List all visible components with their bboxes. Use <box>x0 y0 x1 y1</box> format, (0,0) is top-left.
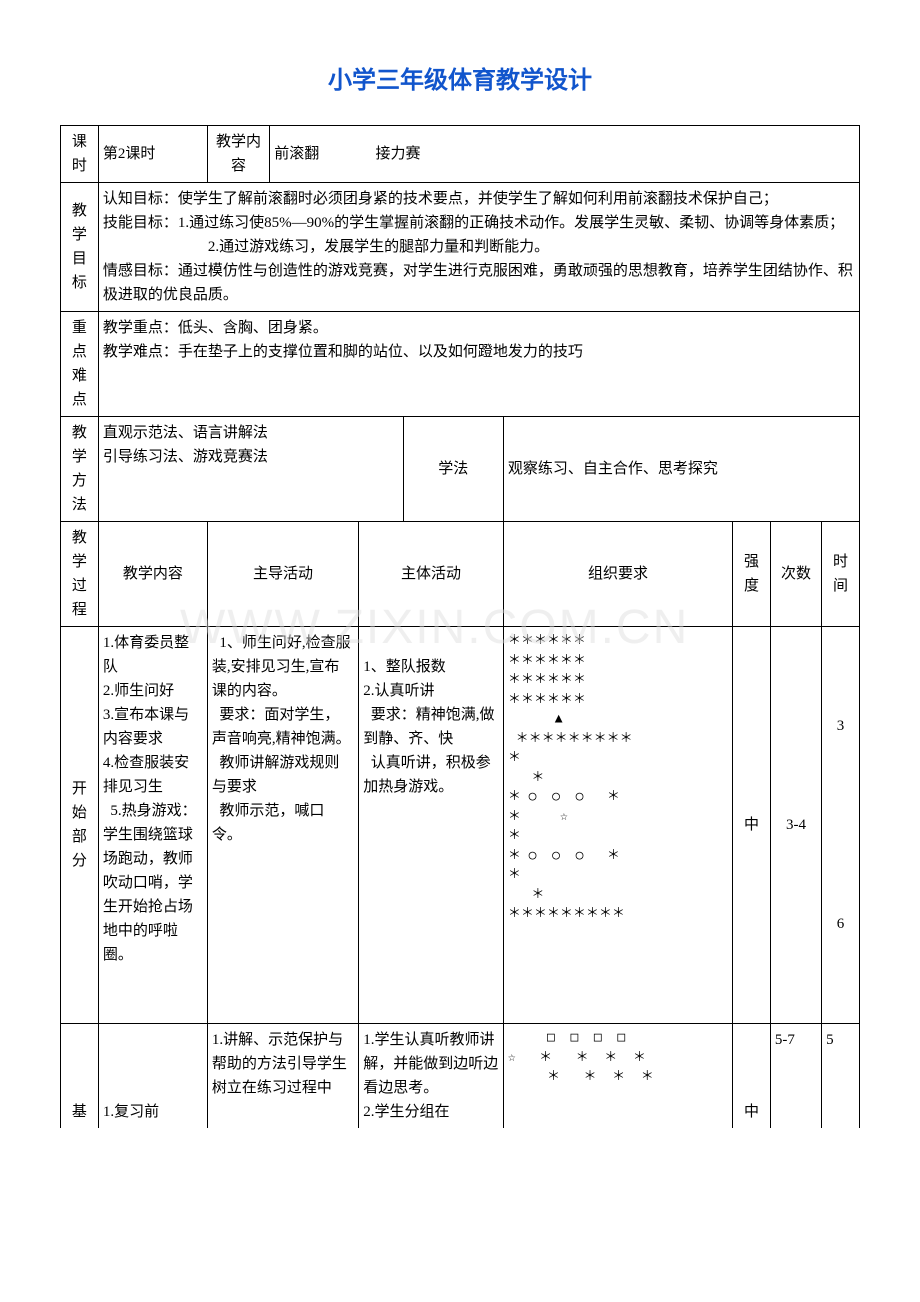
page-title: 小学三年级体育教学设计 <box>60 60 860 95</box>
sec1-col3: 1、师生问好,检查服装,安排见习生,宣布课的内容。 要求：面对学生，声音响亮,精… <box>207 627 358 1024</box>
sec1-col2: 1.体育委员整队 2.师生问好 3.宣布本课与内容要求 4.检查服装安排见习生 … <box>98 627 207 1024</box>
label-zhongdian: 重点难点 <box>61 312 99 417</box>
sec2-col4: 1.学生认真听教师讲解，并能做到边听边看边思考。 2.学生分组在 <box>359 1024 504 1129</box>
sec2-col5: □ □ □ □ ☆ ＊ ＊ ＊ ＊ ＊ ＊ ＊ ＊ <box>503 1024 732 1129</box>
label-neirong: 教学内容 <box>207 126 269 183</box>
sec1-label: 开始部分 <box>61 627 99 1024</box>
text-mubiao: 认知目标：使学生了解前滚翻时必须团身紧的技术要点，并使学生了解如何利用前滚翻技术… <box>98 183 859 312</box>
sec1-col5: ＊＊＊＊＊＊ ＊＊＊＊＊＊ ＊＊＊＊＊＊ ＊＊＊＊＊＊ ▲ ＊＊＊＊＊＊＊＊＊ … <box>503 627 732 1024</box>
sec2-col8: 5 <box>822 1024 860 1129</box>
sec2-col2: 1.复习前 <box>98 1024 207 1129</box>
sec2-col7: 5-7 <box>770 1024 821 1129</box>
label-keshi: 课时 <box>61 126 99 183</box>
sec2-label: 基 <box>61 1024 99 1129</box>
hdr-body: 主体活动 <box>359 522 504 627</box>
hdr-lead: 主导活动 <box>207 522 358 627</box>
hdr-intensity: 强度 <box>733 522 771 627</box>
sec1-col8b: 6 <box>822 825 860 1024</box>
sec1-col7: 3-4 <box>770 627 821 1024</box>
hdr-org: 组织要求 <box>503 522 732 627</box>
label-xuefa: 学法 <box>403 417 503 522</box>
hdr-process: 教学过程 <box>61 522 99 627</box>
hdr-content: 教学内容 <box>98 522 207 627</box>
value-keshi: 第2课时 <box>98 126 207 183</box>
text-zhongdian: 教学重点：低头、含胸、团身紧。 教学难点：手在垫子上的支撑位置和脚的站位、以及如… <box>98 312 859 417</box>
label-fangfa: 教学方法 <box>61 417 99 522</box>
sec1-col6: 中 <box>733 627 771 1024</box>
hdr-time: 时间 <box>822 522 860 627</box>
sec1-col8a: 3 <box>822 627 860 826</box>
hdr-times: 次数 <box>770 522 821 627</box>
value-neirong: 前滚翻 接力赛 <box>270 126 860 183</box>
sec1-col4: 1、整队报数 2.认真听讲 要求：精神饱满,做到静、齐、快 认真听讲，积极参加热… <box>359 627 504 1024</box>
label-mubiao: 教学目标 <box>61 183 99 312</box>
sec2-col6: 中 <box>733 1024 771 1129</box>
lesson-plan-table: 课时 第2课时 教学内容 前滚翻 接力赛 教学目标 认知目标：使学生了解前滚翻时… <box>60 125 860 1128</box>
text-xuefa: 观察练习、自主合作、思考探究 <box>503 417 859 522</box>
sec2-col3: 1.讲解、示范保护与帮助的方法引导学生树立在练习过程中 <box>207 1024 358 1129</box>
text-fangfa: 直观示范法、语言讲解法 引导练习法、游戏竞赛法 <box>98 417 403 522</box>
